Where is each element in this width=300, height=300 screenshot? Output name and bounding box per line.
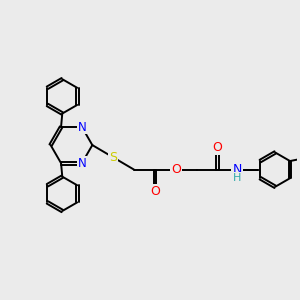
Text: O: O	[150, 185, 160, 198]
Text: S: S	[109, 151, 117, 164]
Text: N: N	[232, 163, 242, 176]
Text: O: O	[212, 141, 222, 154]
Text: N: N	[77, 121, 86, 134]
Text: N: N	[77, 157, 86, 170]
Text: O: O	[171, 163, 181, 176]
Text: H: H	[233, 173, 241, 183]
